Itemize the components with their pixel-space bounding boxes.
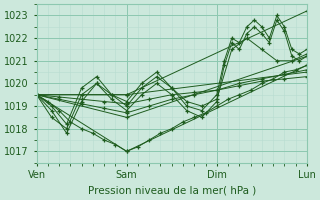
X-axis label: Pression niveau de la mer( hPa ): Pression niveau de la mer( hPa )	[88, 186, 256, 196]
